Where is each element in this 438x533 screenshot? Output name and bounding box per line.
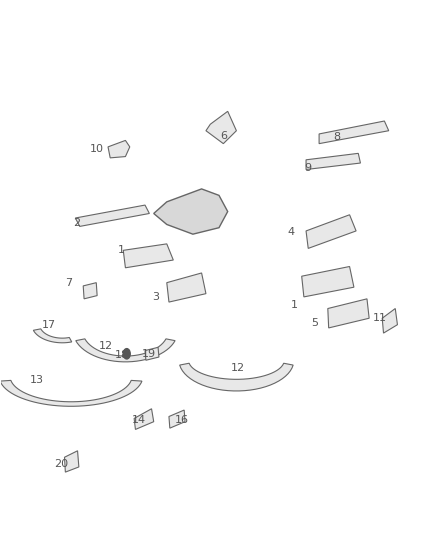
Text: 1: 1: [290, 300, 297, 310]
Polygon shape: [145, 348, 159, 360]
Polygon shape: [76, 339, 175, 362]
Text: 17: 17: [41, 320, 56, 330]
Polygon shape: [306, 215, 356, 248]
Text: 8: 8: [333, 132, 340, 142]
Polygon shape: [134, 409, 154, 430]
Polygon shape: [33, 329, 72, 343]
Text: 3: 3: [152, 292, 159, 302]
Polygon shape: [302, 266, 354, 297]
Text: 16: 16: [175, 415, 189, 425]
Text: 14: 14: [131, 415, 145, 425]
Text: 1: 1: [117, 245, 124, 255]
Polygon shape: [180, 364, 293, 391]
Polygon shape: [0, 381, 142, 406]
Text: 20: 20: [54, 459, 68, 469]
Polygon shape: [83, 282, 97, 299]
Text: 10: 10: [90, 144, 104, 154]
Polygon shape: [169, 410, 185, 428]
Polygon shape: [319, 121, 389, 144]
Polygon shape: [167, 273, 206, 302]
Polygon shape: [382, 309, 397, 333]
Polygon shape: [123, 244, 173, 268]
Circle shape: [123, 349, 130, 359]
Text: 7: 7: [65, 278, 72, 288]
Text: 18: 18: [115, 350, 130, 360]
Text: 12: 12: [99, 341, 113, 351]
Polygon shape: [64, 451, 79, 472]
Polygon shape: [108, 140, 130, 158]
Text: 4: 4: [287, 227, 294, 237]
Text: 11: 11: [373, 313, 387, 323]
Text: 2: 2: [73, 217, 80, 228]
Text: 12: 12: [231, 363, 245, 373]
Text: 6: 6: [220, 131, 227, 141]
Polygon shape: [206, 111, 237, 144]
Text: 5: 5: [311, 318, 318, 328]
Polygon shape: [154, 189, 228, 234]
Polygon shape: [75, 205, 149, 227]
Text: 19: 19: [142, 349, 156, 359]
Polygon shape: [328, 299, 369, 328]
Polygon shape: [306, 154, 360, 169]
Text: 13: 13: [30, 375, 44, 385]
Text: 9: 9: [304, 163, 311, 173]
